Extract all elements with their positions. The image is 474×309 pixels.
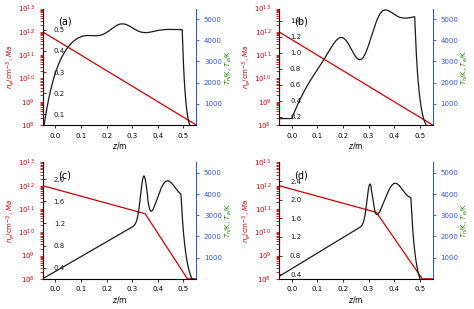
Y-axis label: $n_e$/cm$^{-3}$, $Ma$: $n_e$/cm$^{-3}$, $Ma$ [4,198,17,243]
Text: (c): (c) [58,171,71,180]
Y-axis label: $T_h$/K, $T_e$/K: $T_h$/K, $T_e$/K [460,49,470,85]
Y-axis label: $T_h$/K, $T_e$/K: $T_h$/K, $T_e$/K [223,49,234,85]
Y-axis label: $n_e$/cm$^{-3}$, $Ma$: $n_e$/cm$^{-3}$, $Ma$ [240,44,253,89]
X-axis label: $z$/m: $z$/m [112,294,127,305]
Text: (b): (b) [294,17,308,27]
Y-axis label: $n_e$/cm$^{-3}$, $Ma$: $n_e$/cm$^{-3}$, $Ma$ [240,198,253,243]
Y-axis label: $n_e$/cm$^{-3}$, $Ma$: $n_e$/cm$^{-3}$, $Ma$ [4,44,17,89]
X-axis label: $z$/m: $z$/m [348,140,364,151]
X-axis label: $z$/m: $z$/m [112,140,127,151]
Text: (a): (a) [58,17,72,27]
Y-axis label: $T_h$/K, $T_e$/K: $T_h$/K, $T_e$/K [460,203,470,238]
Text: (d): (d) [294,171,308,180]
Y-axis label: $T_h$/K, $T_e$/K: $T_h$/K, $T_e$/K [223,203,234,238]
X-axis label: $z$/m: $z$/m [348,294,364,305]
